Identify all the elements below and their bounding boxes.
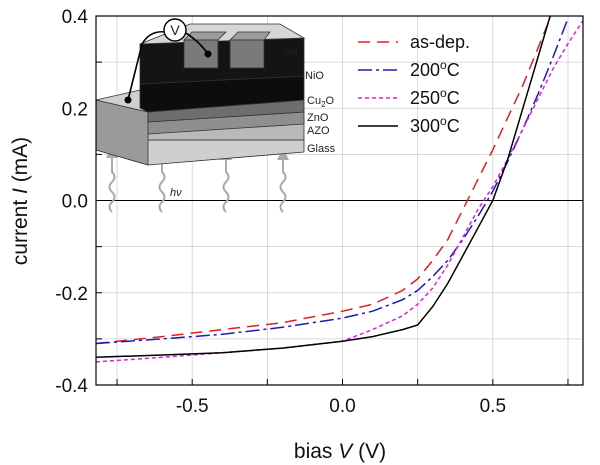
y-tick-label: 0.2 [62, 99, 88, 120]
y-axis-label: current I (mA) [9, 137, 32, 265]
label-light: hν [170, 187, 182, 199]
label-azo: AZO [307, 125, 330, 137]
x-tick-label: 0.5 [480, 396, 506, 417]
au-right-front [229, 39, 265, 69]
series-line-1 [96, 18, 569, 345]
label-au: Au [284, 46, 297, 58]
y-tick-label: 0.4 [62, 7, 89, 28]
curves [96, 16, 583, 363]
label-cu2o: Cu2O [307, 95, 335, 109]
voltmeter-label: V [170, 22, 180, 38]
legend-label-1: 200oC [410, 58, 460, 80]
y-tick-label: 0.0 [62, 192, 88, 213]
series-line-2 [96, 20, 583, 363]
label-zno: ZnO [307, 112, 329, 124]
y-tick-label: -0.2 [55, 284, 88, 305]
contact-dot-bottom [124, 96, 132, 104]
label-nio: NiO [305, 70, 324, 82]
x-axis-ticks: -0.5 0.0 0.5 [116, 379, 569, 417]
y-axis-ticks: -0.4 -0.2 0.0 0.2 0.4 [55, 7, 102, 397]
plot-frame [95, 15, 584, 386]
x-axis-label: bias V (V) [294, 440, 386, 463]
legend-label-0: as-dep. [410, 32, 470, 52]
x-tick-label: -0.5 [176, 396, 209, 417]
legend-label-2: 250oC [410, 86, 460, 108]
light-rays [108, 148, 287, 213]
au-left-front [183, 39, 219, 69]
contact-dot-top [204, 50, 212, 58]
series-line-3 [96, 16, 551, 359]
legend: as-dep. 200oC 250oC 300oC [358, 32, 470, 136]
voltmeter-icon [163, 18, 187, 42]
cu2o-front [139, 37, 305, 85]
label-glass: Glass [307, 143, 336, 155]
device-schematic-inset: V Au NiO Cu2O ZnO AZO Glass hν [95, 18, 336, 213]
x-tick-label: 0.0 [329, 396, 355, 417]
legend-label-3: 300oC [410, 114, 460, 136]
y-tick-label: -0.4 [55, 376, 88, 397]
